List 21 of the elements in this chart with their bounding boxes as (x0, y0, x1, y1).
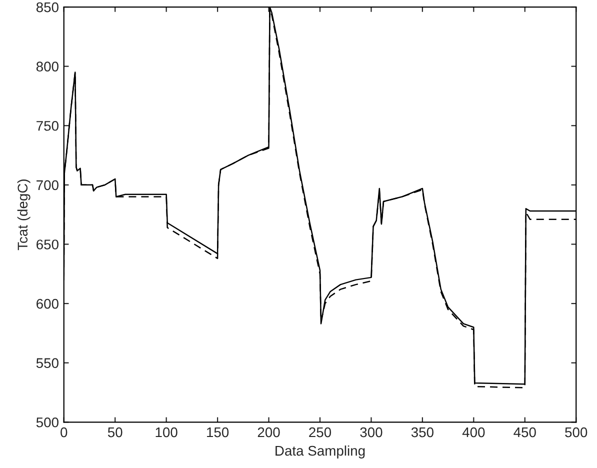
x-tick-label: 450 (514, 427, 536, 438)
x-tick-label: 350 (411, 427, 434, 438)
x-tick-label: 200 (258, 427, 280, 438)
y-tick-label: 700 (36, 180, 58, 190)
y-tick-label: 500 (36, 417, 58, 428)
x-tick-label: 0 (60, 427, 68, 438)
y-axis-title: Tcat (degC) (17, 180, 30, 250)
x-tick-label: 400 (462, 427, 485, 438)
x-tick-label: 100 (156, 427, 178, 438)
x-tick-label: 250 (309, 427, 332, 438)
x-axis-title: Data Sampling (276, 446, 365, 458)
x-tick-label: 50 (108, 427, 122, 438)
y-tick-label: 650 (36, 240, 58, 250)
y-tick-label: 750 (36, 120, 58, 131)
y-tick-label: 550 (36, 358, 58, 368)
x-tick-label: 150 (207, 427, 229, 438)
x-tick-label: 300 (360, 427, 382, 438)
y-tick-label: 800 (36, 62, 58, 72)
y-tick-label: 850 (36, 2, 58, 12)
x-tick-label: 500 (565, 427, 588, 438)
y-tick-label: 600 (36, 298, 58, 309)
